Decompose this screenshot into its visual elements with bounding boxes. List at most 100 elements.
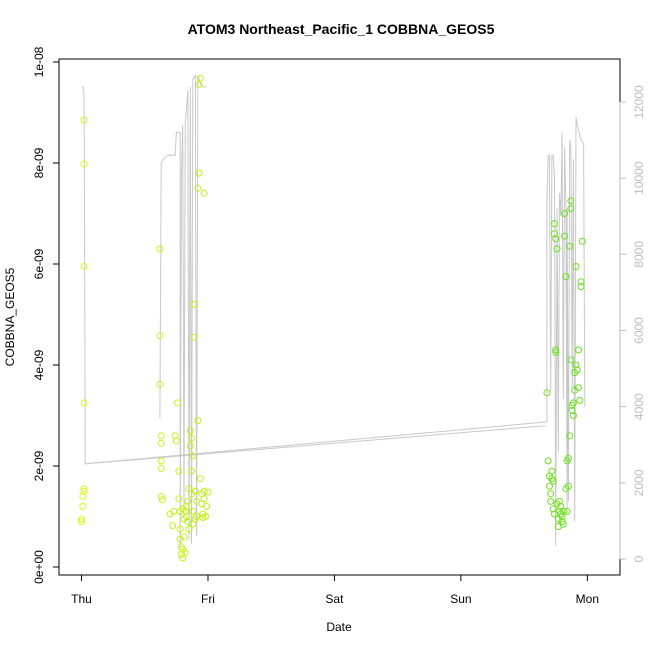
data-point [189,452,197,460]
scatter-layer [78,74,586,562]
data-point [79,492,87,500]
x-tick-label: Fri [201,592,215,606]
data-point [573,366,581,374]
data-point [183,502,190,510]
data-point [561,210,569,217]
data-point [79,502,87,510]
data-point [567,356,575,364]
data-point [194,417,202,425]
data-point [569,399,577,407]
data-point [556,497,563,505]
data-point [176,525,184,533]
y-tick-label: 6e-09 [32,248,46,279]
altitude-line-2 [159,73,207,548]
data-point [184,497,192,505]
x-tick-label: Thu [71,592,92,606]
data-point [189,507,197,515]
data-point [78,518,85,525]
data-point [188,434,195,442]
y-tick-label: 0e+00 [32,550,46,584]
data-point [549,505,557,513]
data-point [553,245,561,253]
data-point [181,507,189,515]
data-point [551,230,558,238]
altitude-line-3 [85,425,546,465]
data-point [157,492,165,500]
x-tick-label: Sun [450,592,471,606]
data-point [78,515,85,523]
data-point [545,482,553,490]
data-point [551,220,558,228]
data-point [572,361,580,369]
data-point [186,442,194,450]
chart-title: ATOM3 Northeast_Pacific_1 COBBNA_GEOS5 [188,21,495,37]
y2-tick-label: 8000 [632,241,646,268]
x-tick-label: Sat [325,592,344,606]
y2-tick-label: 12000 [632,85,646,119]
data-point [200,495,208,503]
y-tick-label: 4e-09 [32,349,46,380]
data-point [80,487,88,495]
data-point [185,525,193,533]
data-point [547,490,555,498]
data-point [156,245,164,253]
data-point [169,522,177,530]
data-point [543,389,551,397]
data-point [175,467,183,475]
y2-tick-label: 2000 [632,469,646,496]
data-point [549,477,557,485]
data-point [80,263,88,270]
data-point [564,454,572,462]
data-point [200,487,208,495]
data-point [552,348,560,356]
data-point [567,205,575,212]
y2-tick-label: 0 [632,555,646,562]
y2-tick-label: 6000 [632,317,646,344]
data-point [563,507,571,515]
data-point [195,81,203,89]
data-point [568,406,576,414]
data-point [562,273,570,281]
data-point [157,439,165,447]
data-point [548,467,556,475]
data-point [195,169,203,177]
data-point [552,346,560,354]
data-point [578,237,586,245]
data-point [564,482,572,490]
y-tick-label: 2e-09 [32,450,46,481]
data-point [575,346,582,354]
data-point [180,533,188,541]
data-point [558,513,566,520]
data-point [159,496,166,504]
data-point [577,278,585,286]
data-point [157,465,165,472]
data-point [188,467,195,475]
data-point [196,74,204,82]
data-point [171,432,179,440]
x-tick-label: Mon [576,592,599,606]
data-point [200,189,208,197]
data-point [190,333,198,341]
data-point [567,197,575,205]
data-point [181,549,189,557]
y-axis-label: COBBNA_GEOS5 [3,267,17,366]
data-point [577,283,585,291]
data-point [194,184,202,192]
x-axis: Thu Fri Sat Sun Mon [71,574,599,606]
y-axis-right: 0 2000 4000 6000 8000 10000 12000 [619,85,646,562]
y2-tick-label: 4000 [632,393,646,420]
data-point [561,232,569,240]
data-point [156,380,164,388]
data-point [156,332,164,340]
data-point [80,116,88,124]
right-line-layer [81,73,586,548]
y2-tick-label: 10000 [632,161,646,195]
data-point [183,513,190,520]
data-point [157,457,165,465]
y-tick-label: 1e-08 [32,46,46,77]
data-point [177,550,185,558]
data-point [186,427,194,435]
data-point [559,507,567,515]
